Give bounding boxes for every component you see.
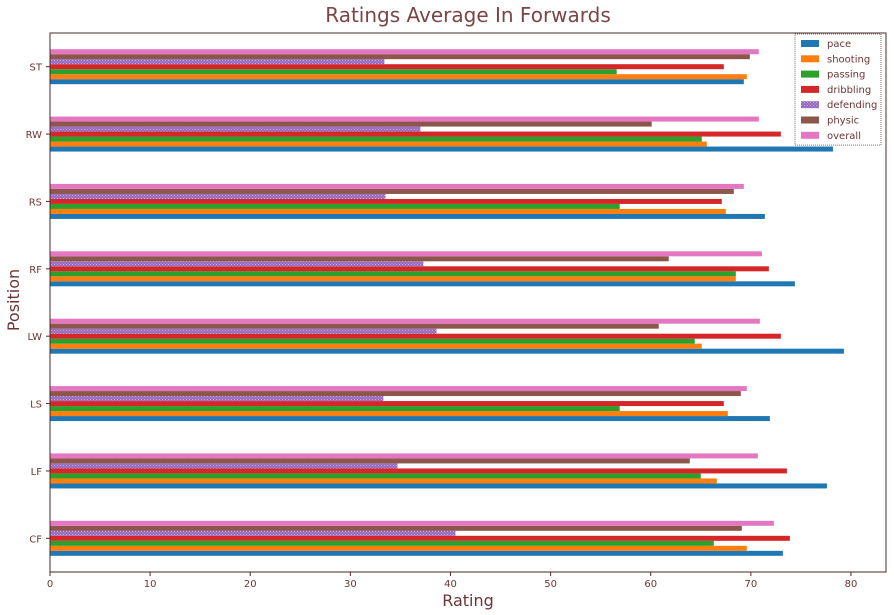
bar-cf-shooting (50, 545, 747, 551)
x-tick-label: 50 (544, 579, 557, 590)
bar-rf-passing (50, 271, 736, 277)
bar-rw-overall (50, 116, 759, 122)
legend-label-dribbling: dribbling (827, 85, 871, 96)
bar-lw-dribbling (50, 333, 781, 339)
bar-cf-dribbling (50, 535, 790, 541)
legend-label-pace: pace (827, 39, 851, 50)
bar-lf-overall (50, 453, 758, 459)
bar-cf-overall (50, 520, 774, 526)
bar-rw-physic (50, 121, 652, 127)
bar-lw-overall (50, 318, 760, 324)
bar-ls-pace (50, 416, 770, 422)
chart-title: Ratings Average In Forwards (325, 3, 611, 27)
bar-rs-pace (50, 213, 765, 219)
y-tick-label: RS (29, 197, 42, 208)
x-tick-label: 70 (744, 579, 757, 590)
x-tick-label: 0 (47, 579, 53, 590)
bar-rf-overall (50, 251, 762, 257)
bar-rf-defending (50, 261, 424, 267)
bar-st-defending (50, 59, 385, 65)
y-tick-label: LS (30, 400, 42, 411)
bar-rw-pace (50, 146, 833, 152)
bar-rw-defending (50, 126, 421, 132)
bar-ls-physic (50, 391, 741, 397)
bar-lf-dribbling (50, 468, 787, 474)
y-tick-label: RF (29, 265, 42, 276)
bar-rf-physic (50, 256, 669, 262)
bar-lf-passing (50, 473, 701, 479)
bar-lw-shooting (50, 343, 702, 349)
x-tick-label: 10 (144, 579, 157, 590)
legend-swatch-overall (801, 131, 819, 139)
bar-rw-dribbling (50, 131, 781, 137)
bar-lw-defending (50, 328, 437, 334)
bar-st-dribbling (50, 64, 724, 70)
bar-lf-physic (50, 458, 690, 464)
bar-rs-shooting (50, 208, 726, 214)
bar-ls-dribbling (50, 401, 724, 407)
legend-swatch-physic (801, 116, 819, 124)
legend: pace shooting passing dribbling defending phy… (794, 33, 882, 146)
axes-group: 0 10 20 30 40 50 60 70 80 ST RW RS RF LW LS LF CF (26, 32, 887, 590)
x-tick-label: 40 (444, 579, 457, 590)
legend-swatch-shooting (801, 55, 819, 63)
x-tick-label: 80 (845, 579, 858, 590)
bar-rw-passing (50, 136, 702, 142)
y-tick-label: LW (27, 332, 42, 343)
bar-st-passing (50, 69, 617, 75)
bar-lf-defending (50, 463, 398, 469)
bar-rw-shooting (50, 141, 707, 147)
legend-label-physic: physic (827, 116, 859, 127)
legend-swatch-dribbling (801, 85, 819, 93)
bar-rs-passing (50, 203, 620, 209)
bar-cf-defending (50, 530, 456, 536)
bar-ls-passing (50, 406, 620, 412)
legend-swatch-pace (801, 40, 819, 47)
legend-label-shooting: shooting (827, 54, 870, 65)
bar-rf-shooting (50, 276, 736, 282)
bar-cf-physic (50, 525, 742, 531)
y-tick-label: CF (29, 534, 42, 545)
bar-lw-passing (50, 338, 695, 344)
bar-ls-defending (50, 396, 384, 402)
y-tick-label: ST (30, 63, 43, 74)
bar-cf-passing (50, 540, 714, 546)
bar-st-physic (50, 54, 750, 60)
bar-rs-overall (50, 183, 744, 189)
legend-swatch-defending (801, 101, 819, 109)
bar-st-shooting (50, 74, 747, 80)
bar-rf-pace (50, 281, 795, 287)
y-axis-label: Position (4, 269, 23, 331)
bar-rs-dribbling (50, 198, 722, 204)
y-tick-label: RW (26, 130, 43, 141)
bar-st-pace (50, 79, 744, 85)
bar-cf-pace (50, 550, 783, 556)
bar-rs-physic (50, 188, 734, 194)
bar-rs-defending (50, 193, 386, 199)
plot-frame (49, 32, 887, 573)
legend-label-overall: overall (827, 131, 861, 142)
bar-lw-pace (50, 348, 844, 354)
bar-lf-pace (50, 483, 827, 489)
bars-group (50, 49, 844, 556)
bar-rf-dribbling (50, 266, 769, 272)
legend-label-passing: passing (827, 70, 865, 81)
bar-ls-overall (50, 386, 747, 392)
y-tick-label: LF (31, 467, 43, 478)
x-tick-label: 20 (244, 579, 257, 590)
bar-ls-shooting (50, 411, 728, 417)
legend-label-defending: defending (827, 100, 877, 111)
bar-st-overall (50, 49, 759, 55)
x-tick-label: 30 (344, 579, 357, 590)
x-axis-label: Rating (442, 591, 494, 610)
x-tick-label: 60 (644, 579, 657, 590)
bar-lw-physic (50, 323, 659, 329)
legend-swatch-passing (801, 70, 819, 78)
bar-lf-shooting (50, 478, 717, 484)
